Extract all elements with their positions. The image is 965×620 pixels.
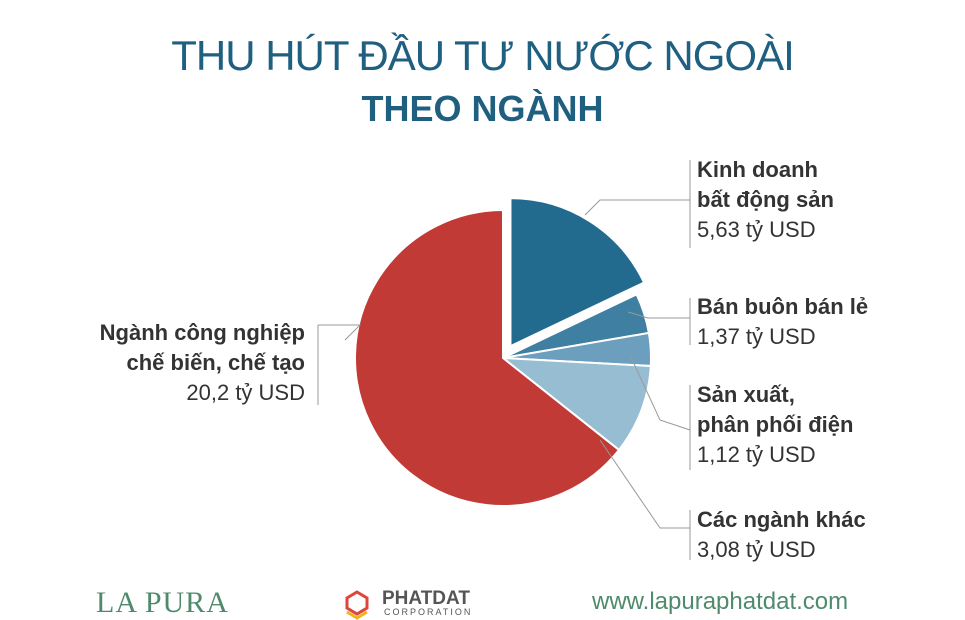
title-line-1: THU HÚT ĐẦU TƯ NƯỚC NGOÀI — [171, 32, 795, 79]
label-other: Các ngành khác 3,08 tỷ USD — [697, 507, 866, 562]
lapura-logo: LA PURA — [96, 586, 229, 619]
leader-line-1 — [627, 311, 690, 319]
pie-slice-0 — [509, 197, 646, 348]
label-real-estate: Kinh doanh bất động sản 5,63 tỷ USD — [697, 157, 834, 242]
phatdat-logo-icon — [345, 590, 369, 620]
label-manufacturing: Ngành công nghiệp chế biến, chế tạo 20,2 t… — [99, 320, 305, 405]
label-electricity: Sản xuất, phân phối điện 1,12 tỷ USD — [697, 382, 854, 467]
leader-line-0 — [584, 199, 690, 216]
pie-slice-3 — [499, 356, 652, 452]
pie-slice-4 — [354, 208, 621, 507]
label-retail: Bán buôn bán lẻ 1,37 tỷ USD — [697, 294, 869, 349]
phatdat-name: PHATDAT — [382, 588, 470, 609]
phatdat-sub: CORPORATION — [384, 607, 473, 617]
leader-line-3 — [599, 439, 690, 529]
leader-line-2 — [629, 354, 691, 431]
leader-line-4 — [318, 324, 362, 341]
title-line-2: THEO NGÀNH — [361, 88, 604, 129]
website-link[interactable]: www.lapuraphatdat.com — [592, 588, 849, 615]
